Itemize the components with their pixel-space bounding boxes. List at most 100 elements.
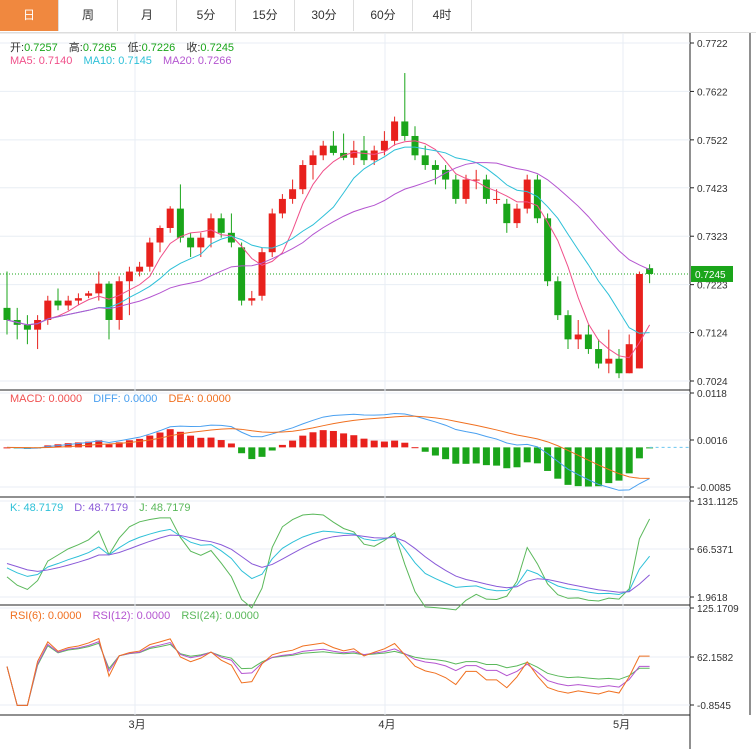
macd-bar [584, 447, 592, 487]
candle-body [503, 203, 511, 224]
candle-body [44, 300, 52, 320]
candle-body [309, 155, 317, 166]
macd-bar [431, 447, 439, 456]
ma20-line [6, 162, 650, 326]
candle-body [166, 208, 174, 228]
candle-body [299, 165, 307, 190]
macd-bar [523, 447, 531, 463]
rsi-tick-label: 62.1582 [697, 653, 734, 664]
kdj-tick-label: 1.9618 [697, 593, 728, 604]
high-label: 高: [68, 42, 83, 54]
tab-15min[interactable]: 15分 [236, 0, 295, 31]
macd-value: MACD: 0.0000 [10, 393, 83, 405]
candle-body [595, 349, 603, 364]
macd-bar [166, 429, 174, 448]
macd-bar [462, 447, 470, 464]
price-tick-label: 0.7323 [697, 232, 728, 243]
price-tick-label: 0.7423 [697, 184, 728, 195]
macd-bar [615, 447, 623, 481]
macd-bar [319, 430, 327, 448]
candle-body [238, 247, 246, 301]
candle-body [278, 198, 286, 214]
macd-bar [380, 441, 388, 448]
candle-body [635, 273, 643, 369]
macd-bar [105, 444, 113, 448]
macd-tick-label: 0.0118 [697, 389, 727, 400]
macd-bar [421, 447, 429, 452]
tab-4hour[interactable]: 4时 [413, 0, 472, 31]
macd-bar [503, 447, 511, 469]
macd-bar [625, 447, 633, 474]
close-value: 0.7245 [200, 42, 235, 54]
tab-month[interactable]: 月 [118, 0, 177, 31]
ma10-value: MA10: 0.7145 [83, 55, 152, 67]
candle-body [319, 145, 327, 156]
candle-body [401, 121, 409, 136]
rsi-tick-label: -0.8545 [697, 701, 731, 712]
price-tick-label: 0.7522 [697, 136, 728, 147]
candle-body [329, 145, 337, 153]
tab-day[interactable]: 日 [0, 0, 59, 31]
candle-body [197, 237, 205, 248]
macd-bar [64, 443, 72, 448]
macd-bar [268, 447, 276, 451]
candle-body [74, 298, 82, 301]
k-line [6, 528, 650, 596]
macd-bar [574, 447, 582, 487]
ohlc-legend: 开:0.7257 高:0.7265 低:0.7226 收:0.7245 [10, 39, 242, 55]
candle-body [146, 242, 154, 267]
close-label: 收: [186, 42, 201, 54]
macd-bar [146, 435, 154, 448]
macd-bar [125, 440, 133, 448]
timeframe-tabs: 日 周 月 5分 15分 30分 60分 4时 [0, 0, 756, 33]
x-axis-label: 3月 [129, 719, 146, 731]
price-tick-label: 0.7024 [697, 377, 728, 388]
rsi-legend: RSI(6): 0.0000 RSI(12): 0.0000 RSI(24): … [10, 610, 267, 622]
candle-body [452, 179, 460, 199]
candle-body [268, 213, 276, 253]
candle-body [248, 298, 256, 301]
ma20-value: MA20: 0.7266 [163, 55, 232, 67]
candle-body [85, 293, 93, 296]
candle-body [411, 135, 419, 156]
rsi6-value: RSI(6): 0.0000 [10, 610, 82, 622]
macd-bar [115, 442, 123, 448]
candle-body [187, 237, 195, 248]
candle-body [584, 334, 592, 350]
macd-bar [350, 435, 358, 448]
dea-value: DEA: 0.0000 [168, 393, 231, 405]
candle-body [64, 300, 72, 306]
macd-bar [554, 447, 562, 479]
macd-bar [482, 447, 490, 466]
macd-bar [595, 447, 603, 487]
d-value: D: 48.7179 [74, 502, 129, 514]
tab-60min[interactable]: 60分 [354, 0, 413, 31]
rsi24-value: RSI(24): 0.0000 [181, 610, 259, 622]
candle-body [350, 150, 358, 158]
macd-bar [411, 447, 419, 449]
candle-body [431, 165, 439, 170]
diff-value: DIFF: 0.0000 [93, 393, 158, 405]
candle-body [523, 179, 531, 209]
macd-tick-label: -0.0085 [697, 483, 731, 494]
candle-body [564, 315, 572, 340]
current-price-label: 0.7245 [695, 270, 726, 281]
tab-5min[interactable]: 5分 [177, 0, 236, 31]
candle-body [472, 179, 480, 181]
candle-body [421, 155, 429, 166]
candle-body [482, 179, 490, 199]
candle-body [370, 150, 378, 161]
macd-bar [533, 447, 541, 464]
candle-body [125, 271, 133, 282]
macd-bar [207, 437, 215, 448]
macd-bar [309, 432, 317, 448]
ma10-line [6, 146, 650, 334]
macd-bar [329, 430, 337, 448]
macd-bar [278, 444, 286, 448]
candle-body [34, 319, 42, 330]
tab-30min[interactable]: 30分 [295, 0, 354, 31]
candle-body [115, 281, 123, 320]
tab-week[interactable]: 周 [59, 0, 118, 31]
